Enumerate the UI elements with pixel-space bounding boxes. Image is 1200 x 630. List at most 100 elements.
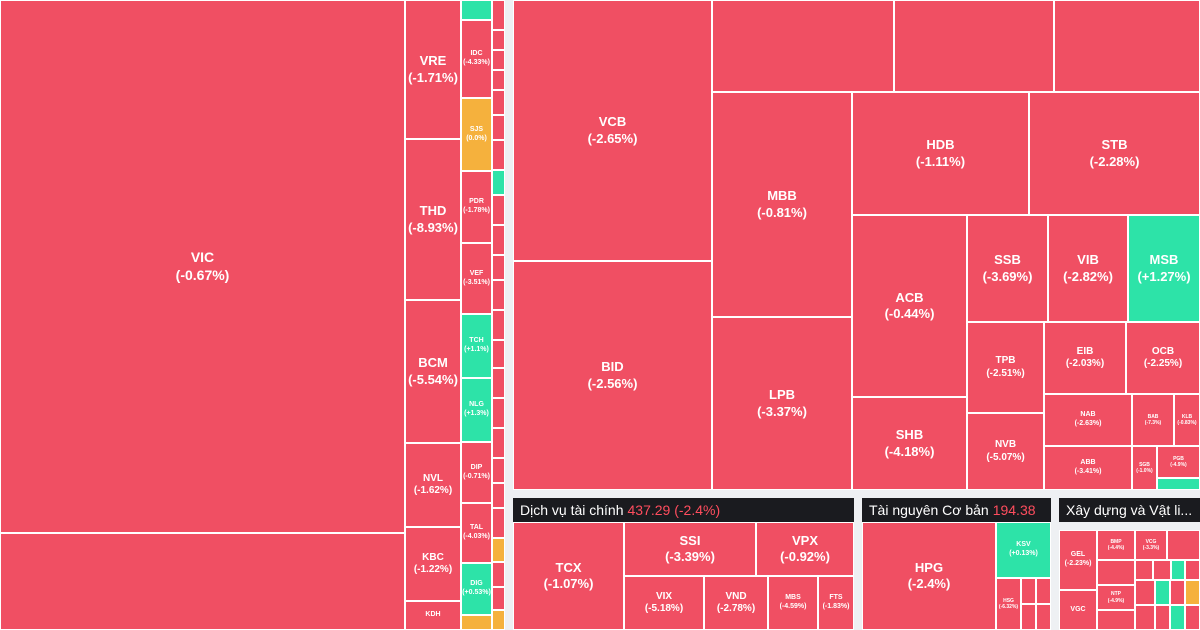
stock-tile[interactable] [1155, 580, 1170, 605]
stock-tile-nab[interactable]: NAB (-2.63%) [1044, 394, 1132, 446]
stock-tile-lpb[interactable]: LPB (-3.37%) [712, 317, 852, 490]
stock-tile[interactable] [492, 508, 505, 538]
stock-tile[interactable] [1170, 580, 1185, 605]
stock-tile-vic[interactable]: VIC (-0.67%) [0, 0, 405, 533]
stock-tile-vnd[interactable]: VND (-2.78%) [704, 576, 768, 630]
stock-tile[interactable] [492, 225, 505, 255]
stock-tile[interactable] [1135, 605, 1155, 630]
stock-tile[interactable] [461, 0, 492, 20]
stock-tile-stb[interactable]: STB (-2.28%) [1029, 92, 1200, 215]
stock-tile-ksv[interactable]: KSV (+0.13%) [996, 522, 1051, 578]
stock-tile-vre[interactable]: VRE (-1.71%) [405, 0, 461, 139]
stock-tile-bcm[interactable]: BCM (-5.54%) [405, 300, 461, 443]
stock-tile[interactable] [492, 90, 505, 115]
stock-tile-nlg[interactable]: NLG (+1.3%) [461, 378, 492, 442]
stock-tile[interactable] [712, 0, 894, 92]
stock-tile-mbs[interactable]: MBS (-4.59%) [768, 576, 818, 630]
stock-tile[interactable] [1135, 580, 1155, 605]
stock-tile-pdr[interactable]: PDR (-1.78%) [461, 171, 492, 243]
stock-tile-bab[interactable]: BAB (-7.3%) [1132, 394, 1174, 446]
stock-tile[interactable] [492, 368, 505, 398]
stock-tile-dip[interactable]: DIP (-0.71%) [461, 442, 492, 503]
stock-tile-sjs[interactable]: SJS (0.0%) [461, 98, 492, 171]
stock-tile-ocb[interactable]: OCB (-2.25%) [1126, 322, 1200, 394]
stock-tile-vpx[interactable]: VPX (-0.92%) [756, 522, 854, 576]
stock-tile-kbc[interactable]: KBC (-1.22%) [405, 527, 461, 601]
stock-tile-tal[interactable]: TAL (-4.03%) [461, 503, 492, 563]
stock-tile[interactable] [492, 458, 505, 483]
stock-tile[interactable] [1185, 560, 1200, 580]
stock-tile[interactable] [1036, 578, 1051, 604]
stock-tile-vef[interactable]: VEF (-3.51%) [461, 243, 492, 314]
stock-tile-tch[interactable]: TCH (+1.1%) [461, 314, 492, 378]
stock-tile[interactable] [1054, 0, 1200, 92]
stock-tile[interactable] [492, 70, 505, 90]
stock-tile-vib[interactable]: VIB (-2.82%) [1048, 215, 1128, 322]
stock-tile-ntp[interactable]: NTP (-4.9%) [1097, 585, 1135, 610]
stock-tile[interactable] [492, 170, 505, 195]
stock-tile-hdb[interactable]: HDB (-1.11%) [852, 92, 1029, 215]
stock-tile-dig[interactable]: DIG (+0.53%) [461, 563, 492, 615]
stock-tile[interactable] [1021, 604, 1036, 630]
sector-header-financial-services[interactable]: Dịch vụ tài chính 437.29 (-2.4%) [513, 498, 854, 522]
stock-tile[interactable] [492, 255, 505, 280]
stock-tile[interactable] [492, 538, 505, 562]
stock-tile[interactable] [1021, 578, 1036, 604]
stock-tile-ctd[interactable] [1097, 560, 1135, 585]
stock-tile[interactable] [492, 115, 505, 140]
stock-tile-shb[interactable]: SHB (-4.18%) [852, 397, 967, 490]
stock-tile-nvl[interactable]: NVL (-1.62%) [405, 443, 461, 527]
stock-tile-tpb[interactable]: TPB (-2.51%) [967, 322, 1044, 413]
stock-tile-hpg[interactable]: HPG (-2.4%) [862, 522, 996, 630]
stock-tile[interactable] [492, 50, 505, 70]
stock-tile[interactable] [1185, 580, 1200, 605]
stock-tile[interactable] [1171, 560, 1185, 580]
stock-tile[interactable] [492, 310, 505, 340]
stock-tile[interactable] [1036, 604, 1051, 630]
stock-tile-hsg[interactable]: HSG (-6.32%) [996, 578, 1021, 630]
stock-tile[interactable] [492, 483, 505, 508]
stock-tile-pgb[interactable]: PGB (-4.9%) [1157, 446, 1200, 478]
stock-tile-abb[interactable]: ABB (-3.41%) [1044, 446, 1132, 490]
stock-tile[interactable] [492, 340, 505, 368]
stock-tile-sgb[interactable]: SGB (-1.0%) [1132, 446, 1157, 490]
stock-tile-thd[interactable]: THD (-8.93%) [405, 139, 461, 300]
stock-tile[interactable] [1155, 605, 1170, 630]
stock-tile-idc[interactable]: IDC (-4.33%) [461, 20, 492, 98]
stock-tile-kdh[interactable]: KDH [405, 601, 461, 630]
stock-tile-vix[interactable]: VIX (-5.18%) [624, 576, 704, 630]
stock-tile-msb[interactable]: MSB (+1.27%) [1128, 215, 1200, 322]
stock-tile[interactable] [492, 0, 505, 30]
stock-tile[interactable] [461, 615, 492, 630]
stock-tile-ssi[interactable]: SSI (-3.39%) [624, 522, 756, 576]
stock-tile[interactable] [1097, 610, 1135, 630]
stock-tile[interactable] [894, 0, 1054, 92]
stock-tile[interactable] [492, 587, 505, 610]
stock-tile-bid[interactable]: BID (-2.56%) [513, 261, 712, 490]
stock-tile-klb[interactable]: KLB (-0.83%) [1174, 394, 1200, 446]
stock-tile[interactable] [1135, 560, 1153, 580]
stock-tile[interactable] [492, 562, 505, 587]
stock-tile-ssb[interactable]: SSB (-3.69%) [967, 215, 1048, 322]
stock-tile[interactable] [1153, 560, 1171, 580]
stock-tile[interactable] [492, 280, 505, 310]
stock-tile[interactable] [1170, 605, 1185, 630]
stock-tile-gel[interactable]: GEL (-2.23%) [1059, 530, 1097, 590]
stock-tile-vgc[interactable]: VGC [1059, 590, 1097, 630]
stock-tile[interactable] [1157, 478, 1200, 490]
stock-tile-eib[interactable]: EIB (-2.03%) [1044, 322, 1126, 394]
stock-tile[interactable] [492, 30, 505, 50]
stock-tile[interactable] [1185, 605, 1200, 630]
stock-tile-vcb[interactable]: VCB (-2.65%) [513, 0, 712, 261]
stock-tile-fts[interactable]: FTS (-1.83%) [818, 576, 854, 630]
stock-tile[interactable] [0, 533, 405, 630]
stock-tile[interactable] [492, 398, 505, 428]
stock-tile-acb[interactable]: ACB (-0.44%) [852, 215, 967, 397]
stock-tile-nvb[interactable]: NVB (-5.07%) [967, 413, 1044, 490]
stock-tile[interactable] [1167, 530, 1200, 560]
stock-tile-bmp[interactable]: BMP (-4.4%) [1097, 530, 1135, 560]
stock-tile-mbb[interactable]: MBB (-0.81%) [712, 92, 852, 317]
stock-tile-tcx[interactable]: TCX (-1.07%) [513, 522, 624, 630]
sector-header-construction[interactable]: Xây dựng và Vật li... [1059, 498, 1200, 522]
stock-tile[interactable] [492, 428, 505, 458]
